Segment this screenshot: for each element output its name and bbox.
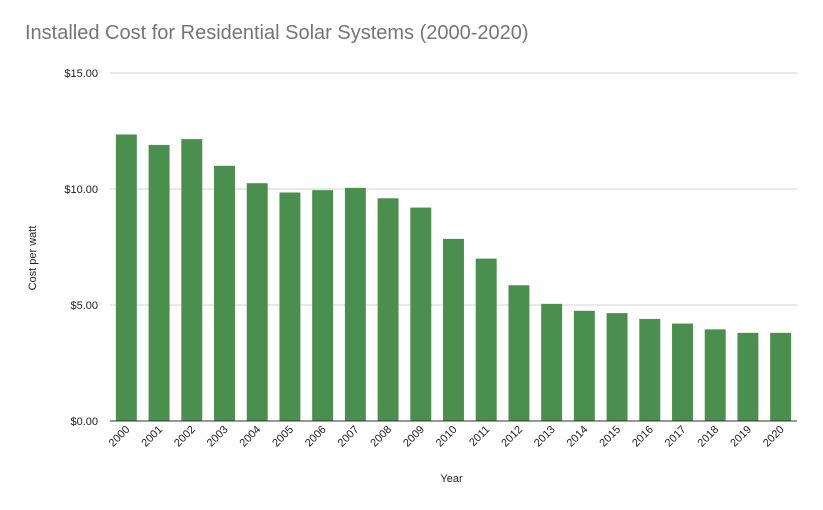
bar-2008: [377, 198, 399, 421]
bar-2013: [541, 303, 563, 421]
y-axis-title: Cost per watt: [27, 226, 39, 291]
x-tick-label-2009: 2009: [401, 424, 427, 450]
x-tick-label-2008: 2008: [368, 424, 394, 450]
x-tick-label-2007: 2007: [336, 424, 362, 450]
bar-2002: [181, 139, 203, 421]
bar-2009: [410, 207, 432, 421]
bar-2020: [770, 332, 792, 421]
x-tick-label-2010: 2010: [434, 424, 460, 450]
x-tick-label-2001: 2001: [139, 424, 165, 450]
bar-2005: [279, 192, 301, 421]
x-tick-label-2012: 2012: [499, 424, 525, 450]
x-tick-label-2018: 2018: [696, 424, 722, 450]
bar-2017: [672, 323, 693, 421]
bar-2018: [704, 329, 726, 421]
bar-2015: [606, 313, 628, 421]
x-tick-label-2000: 2000: [107, 424, 133, 450]
x-tick-label-2015: 2015: [597, 424, 623, 450]
bars: [115, 134, 792, 422]
x-axis-title: Year: [440, 473, 463, 485]
bar-2007: [344, 187, 366, 421]
x-tick-label-2014: 2014: [565, 424, 591, 450]
x-tick-label-2011: 2011: [467, 424, 492, 449]
x-tick-label-2005: 2005: [270, 424, 296, 450]
x-tick-label-2013: 2013: [532, 424, 558, 450]
bar-2003: [214, 165, 235, 421]
x-tick-label-2003: 2003: [205, 424, 231, 450]
bar-2011: [475, 258, 497, 421]
x-tick-label-2004: 2004: [238, 424, 264, 450]
bar-2019: [737, 332, 759, 421]
y-tick-labels: $0.00 $5.00 $10.00 $15.00: [64, 68, 98, 428]
chart-title: Installed Cost for Residential Solar Sys…: [25, 22, 529, 44]
y-tick-label: $15.00: [64, 68, 98, 80]
x-tick-label-2006: 2006: [303, 424, 329, 450]
x-tick-label-2002: 2002: [172, 424, 198, 450]
y-tick-label: $0.00: [70, 416, 98, 428]
x-tick-labels: 2000 2001 2002 2003 2004 2005 2006 2007 2008 2009…: [107, 424, 787, 450]
y-tick-label: $5.00: [70, 300, 98, 312]
y-tick-label: $10.00: [64, 184, 98, 196]
x-tick-label-2019: 2019: [728, 424, 754, 450]
bar-2004: [246, 183, 268, 421]
x-tick-label-2020: 2020: [761, 424, 787, 450]
bar-2001: [148, 144, 170, 422]
x-tick-label-2017: 2017: [663, 424, 689, 450]
bar-2012: [508, 285, 530, 421]
x-tick-label-2016: 2016: [630, 424, 656, 450]
bar-2016: [639, 318, 661, 421]
bar-2010: [443, 238, 464, 421]
bar-2006: [312, 190, 334, 421]
bar-2014: [573, 310, 595, 421]
bar-2000: [115, 134, 137, 422]
